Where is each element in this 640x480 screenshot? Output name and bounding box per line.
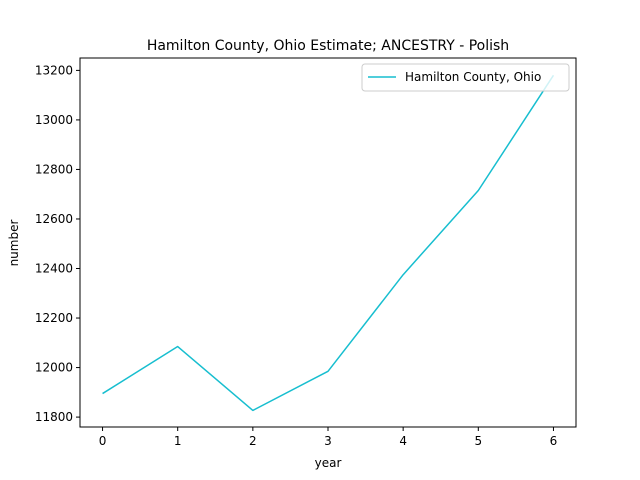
series-line [102, 74, 555, 412]
y-axis-label: number [7, 220, 21, 267]
y-tick-label: 13200 [35, 63, 73, 77]
x-tick-label: 1 [174, 434, 182, 448]
y-tick-label: 12200 [35, 311, 73, 325]
x-tick-label: 6 [550, 434, 558, 448]
y-tick-label: 12000 [35, 361, 73, 375]
y-tick-label: 13000 [35, 113, 73, 127]
x-axis: 0 1 2 3 4 5 6 [99, 427, 558, 448]
x-axis-label: year [315, 456, 342, 470]
x-tick-label: 5 [474, 434, 482, 448]
x-tick-label: 2 [249, 434, 257, 448]
chart-title: Hamilton County, Ohio Estimate; ANCESTRY… [147, 38, 509, 54]
y-tick-label: 12800 [35, 162, 73, 176]
legend-box [361, 63, 570, 92]
x-tick-label: 0 [99, 434, 107, 448]
y-tick-label: 11800 [35, 410, 73, 424]
y-axis: 11800 12000 12200 12400 12600 12800 13000 13200 [35, 63, 80, 424]
legend: Hamilton County, Ohio [361, 63, 570, 92]
legend-label: Hamilton County, Ohio [405, 70, 541, 84]
y-tick-label: 12400 [35, 262, 73, 276]
x-tick-label: 4 [399, 434, 407, 448]
plot-area [102, 74, 555, 412]
x-tick-label: 3 [324, 434, 332, 448]
y-tick-label: 12600 [35, 212, 73, 226]
